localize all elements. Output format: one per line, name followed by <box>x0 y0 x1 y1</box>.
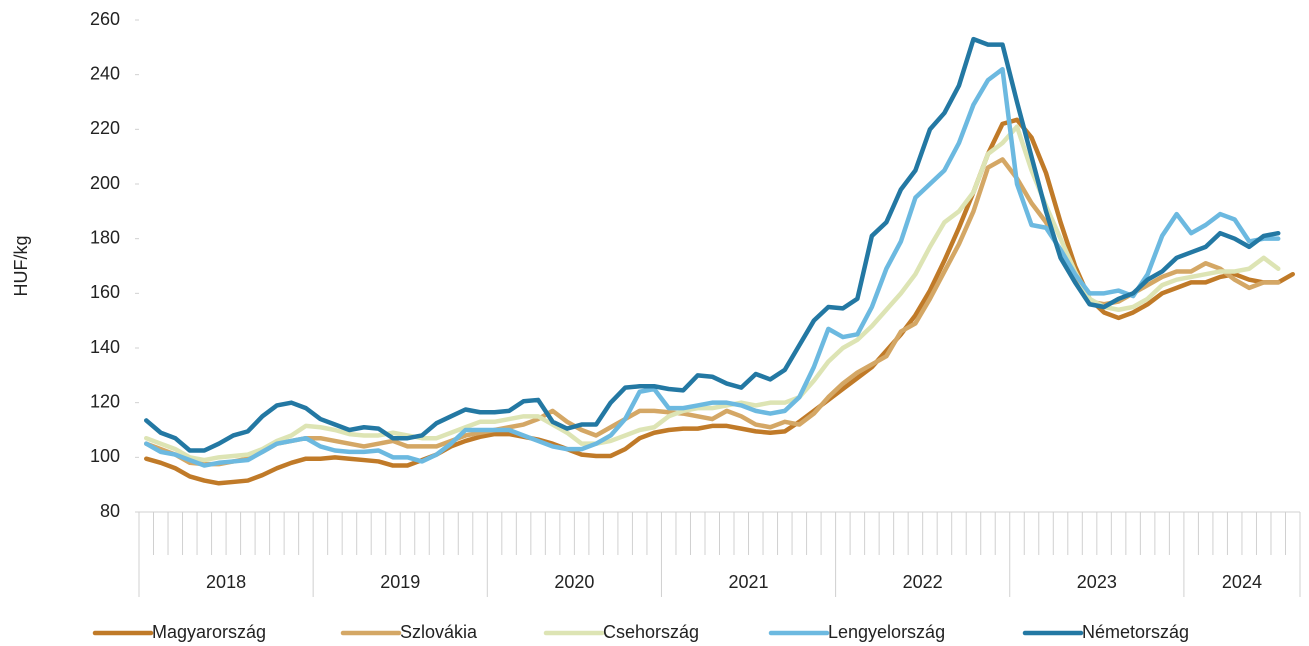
legend-label: Magyarország <box>152 622 266 642</box>
legend-label: Németország <box>1082 622 1189 642</box>
series-line <box>144 66 1281 468</box>
x-tick-label: 2022 <box>903 572 943 592</box>
legend-label: Szlovákia <box>400 622 478 642</box>
y-tick-label: 260 <box>90 9 120 29</box>
x-tick-label: 2023 <box>1077 572 1117 592</box>
x-tick-label: 2024 <box>1222 572 1262 592</box>
legend-label: Csehország <box>603 622 699 642</box>
x-tick-label: 2019 <box>380 572 420 592</box>
y-tick-label: 200 <box>90 173 120 193</box>
y-tick-label: 80 <box>100 501 120 521</box>
y-tick-label: 140 <box>90 337 120 357</box>
series-line <box>144 36 1281 453</box>
y-tick-label: 240 <box>90 63 120 83</box>
y-axis-title: HUF/kg <box>11 235 31 296</box>
y-tick-label: 120 <box>90 391 120 411</box>
x-tick-label: 2018 <box>206 572 246 592</box>
x-tick-label: 2020 <box>554 572 594 592</box>
series-line <box>144 124 1281 463</box>
y-tick-label: 100 <box>90 446 120 466</box>
series-line <box>144 117 1295 486</box>
y-tick-label: 180 <box>90 227 120 247</box>
legend-label: Lengyelország <box>828 622 945 642</box>
y-tick-label: 160 <box>90 282 120 302</box>
y-tick-label: 220 <box>90 118 120 138</box>
x-tick-label: 2021 <box>729 572 769 592</box>
